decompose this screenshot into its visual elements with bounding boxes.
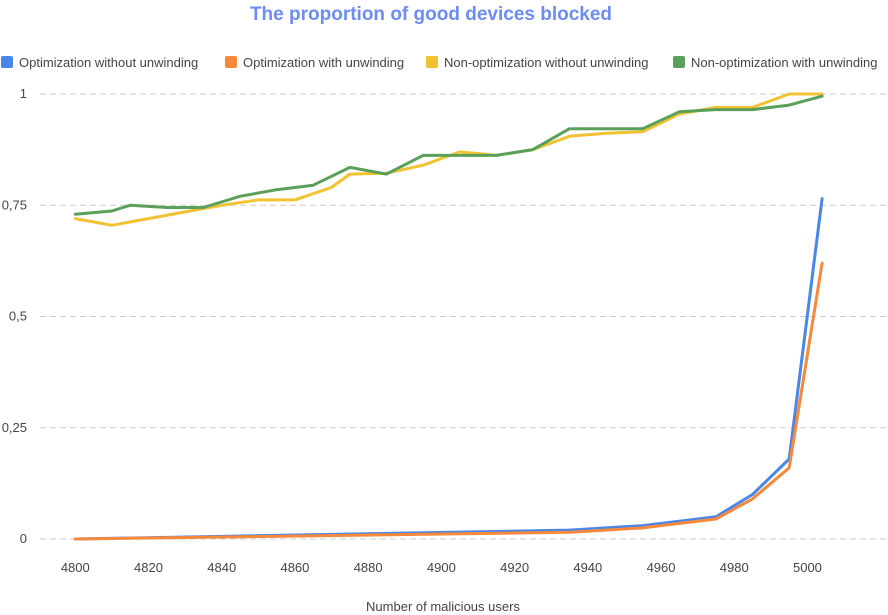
legend-item: Optimization without unwinding <box>1 55 198 70</box>
y-axis-ticks: 0 0,25 0,5 0,75 1 <box>2 86 27 546</box>
legend-label: Non-optimization without unwinding <box>444 55 649 70</box>
legend-label: Optimization without unwinding <box>19 55 198 70</box>
x-tick-label: 4920 <box>500 560 529 575</box>
legend-label: Non-optimization with unwinding <box>691 55 877 70</box>
gridlines <box>40 93 888 540</box>
series-line-4 <box>73 94 824 216</box>
chart-title: The proportion of good devices blocked <box>250 4 612 25</box>
series-line-2 <box>73 261 824 541</box>
x-tick-label: 4880 <box>354 560 383 575</box>
y-tick-label: 0,75 <box>2 197 27 212</box>
x-axis-label: Number of malicious users <box>366 599 520 614</box>
x-tick-label: 4960 <box>647 560 676 575</box>
y-tick-label: 1 <box>20 86 27 101</box>
legend-item: Non-optimization with unwinding <box>673 55 877 70</box>
y-tick-label: 0,5 <box>9 309 27 324</box>
y-tick-label: 0,25 <box>2 420 27 435</box>
x-tick-label: 4820 <box>134 560 163 575</box>
legend-label: Optimization with unwinding <box>243 55 404 70</box>
legend-swatch <box>225 56 237 68</box>
legend: Optimization without unwinding Optimizati… <box>1 55 877 70</box>
x-tick-label: 4900 <box>427 560 456 575</box>
legend-item: Optimization with unwinding <box>225 55 404 70</box>
y-tick-label: 0 <box>20 531 27 546</box>
x-tick-label: 5000 <box>793 560 822 575</box>
x-tick-label: 4800 <box>61 560 90 575</box>
x-tick-label: 4980 <box>720 560 749 575</box>
legend-swatch <box>1 56 13 68</box>
legend-swatch <box>426 56 438 68</box>
x-tick-label: 4940 <box>573 560 602 575</box>
x-tick-label: 4860 <box>280 560 309 575</box>
series-line-1 <box>73 197 824 541</box>
x-axis-ticks: 4800 4820 4840 4860 4880 4900 4920 4940 4960 4980… <box>61 560 822 575</box>
legend-swatch <box>673 56 685 68</box>
x-tick-label: 4840 <box>207 560 236 575</box>
plot-area <box>73 92 824 541</box>
legend-item: Non-optimization without unwinding <box>426 55 649 70</box>
